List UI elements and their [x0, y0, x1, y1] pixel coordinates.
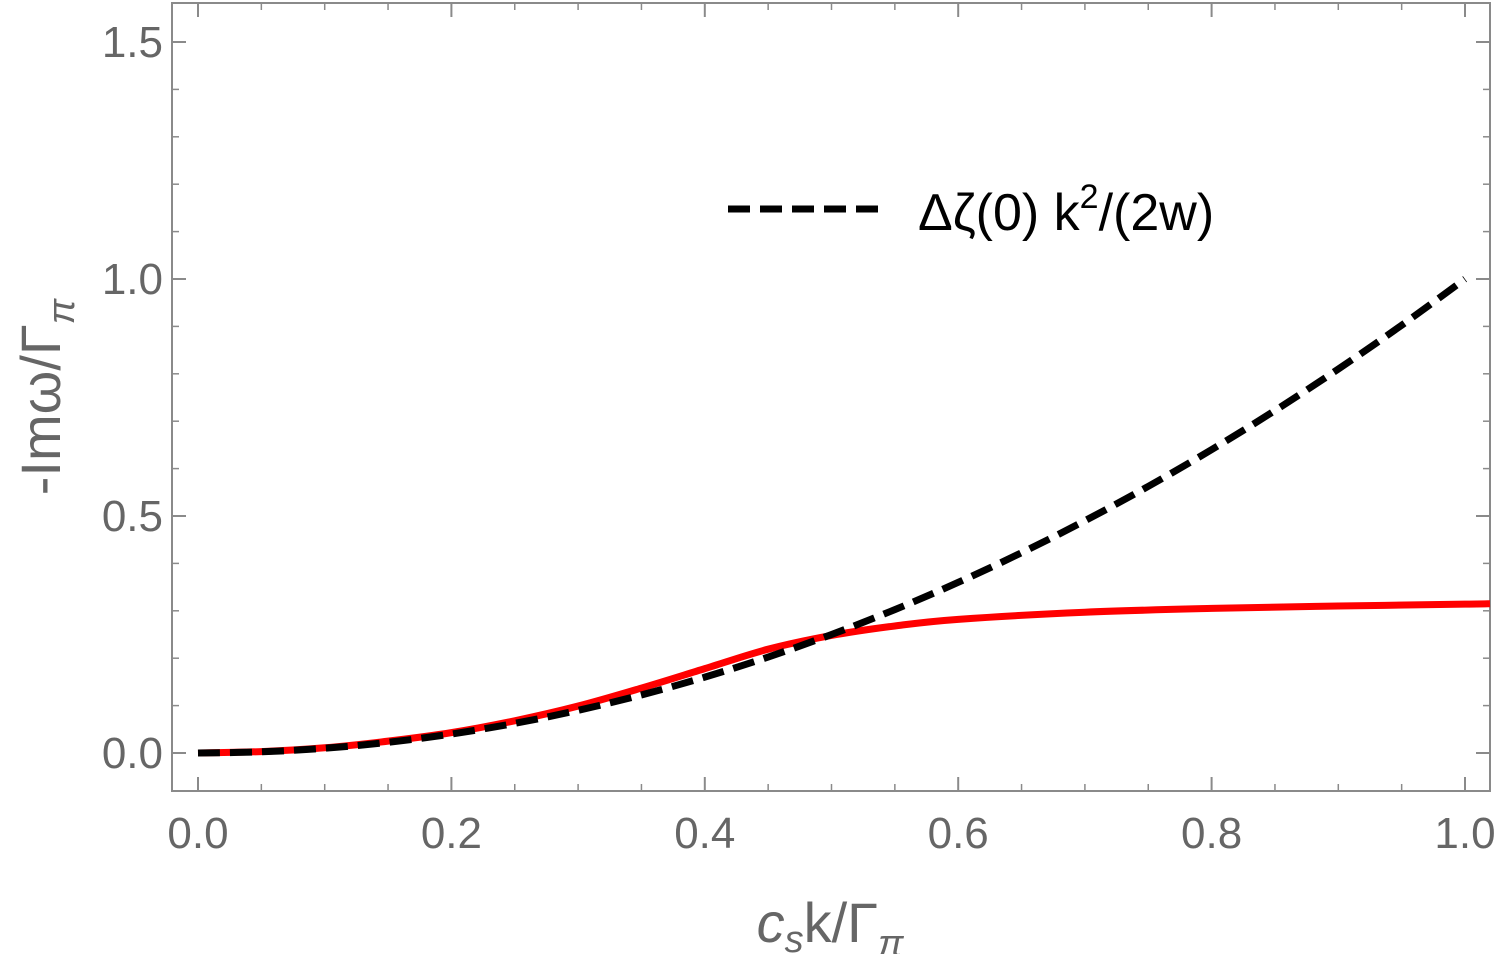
series-line-solid	[197, 600, 1491, 757]
y-tick-label: 0.0	[102, 729, 163, 778]
legend-label-part1: Δζ(0) k	[918, 184, 1081, 242]
x-tick-labels: 0.0 0.2 0.4 0.6 0.8 1.0	[167, 809, 1495, 858]
x-tick-label: 0.8	[1181, 809, 1242, 858]
y-axis-title-main: -Imω/Γ	[9, 324, 72, 495]
x-axis-title-sub-s: s	[785, 919, 804, 954]
x-tick-label: 0.0	[167, 809, 228, 858]
x-axis-title-c: c	[757, 891, 785, 954]
x-tick-label: 0.2	[421, 809, 482, 858]
x-tick-label: 0.4	[674, 809, 735, 858]
y-tick-labels: 0.0 0.5 1.0 1.5	[102, 18, 163, 778]
legend-label-superscript: 2	[1080, 178, 1099, 216]
series-layer	[197, 276, 1491, 757]
x-tick-label: 0.6	[928, 809, 989, 858]
y-tick-label: 1.0	[102, 255, 163, 304]
legend: Δζ(0) k2/(2w)	[728, 178, 1214, 242]
tick-marks	[172, 3, 1490, 791]
x-tick-label: 1.0	[1434, 809, 1495, 858]
series-line-dashed	[197, 276, 1468, 757]
legend-label-part2: /(2w)	[1099, 184, 1215, 242]
y-tick-label: 1.5	[102, 18, 163, 67]
y-tick-label: 0.5	[102, 492, 163, 541]
y-axis-title-sub-pi: π	[41, 297, 83, 324]
x-axis-title-main: k/Γ	[804, 891, 878, 954]
x-axis-title-sub-pi: π	[878, 923, 905, 954]
x-axis-title: csk/Γπ	[757, 891, 905, 954]
legend-label: Δζ(0) k2/(2w)	[918, 178, 1214, 242]
y-axis-title: -Imω/Γπ	[9, 297, 83, 495]
